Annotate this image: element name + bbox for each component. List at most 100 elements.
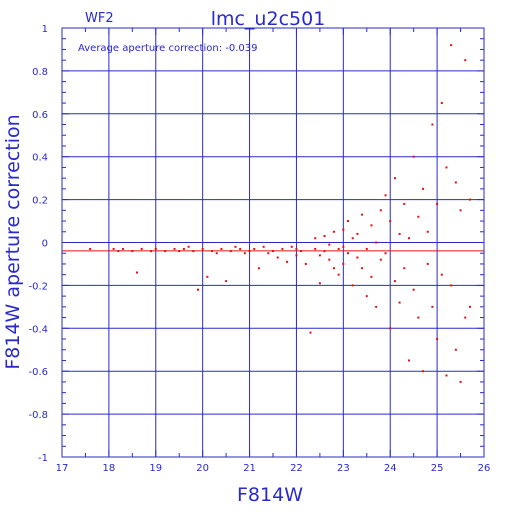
data-point [154, 247, 157, 250]
data-points [89, 44, 471, 383]
data-point [403, 267, 406, 270]
data-point [323, 250, 326, 253]
data-point [300, 250, 303, 253]
data-point [417, 215, 420, 218]
data-point [323, 235, 326, 238]
x-tick-label: 20 [196, 463, 209, 474]
data-point [445, 166, 448, 169]
data-point [389, 220, 392, 223]
data-point [304, 262, 307, 265]
data-point [398, 301, 401, 304]
data-point [248, 250, 251, 253]
data-point [426, 262, 429, 265]
data-point [140, 247, 143, 250]
data-point [314, 237, 317, 240]
data-point [459, 380, 462, 383]
data-point [276, 256, 279, 259]
data-point [309, 331, 312, 334]
y-tick-label: 0.6 [32, 110, 48, 121]
data-point [398, 232, 401, 235]
y-tick-label: 0.4 [32, 153, 48, 164]
x-tick-label: 18 [103, 463, 116, 474]
data-point [215, 252, 218, 255]
data-point [318, 254, 321, 257]
data-point [412, 288, 415, 291]
y-tick-label: -1 [38, 453, 48, 464]
data-point [225, 280, 228, 283]
data-point [328, 243, 331, 246]
data-point [403, 202, 406, 205]
x-axis-label: F814W [237, 484, 303, 506]
data-point [337, 273, 340, 276]
data-point [417, 316, 420, 319]
data-point [450, 284, 453, 287]
data-point [121, 247, 124, 250]
data-point [468, 305, 471, 308]
data-point [468, 198, 471, 201]
data-point [422, 187, 425, 190]
data-point [206, 275, 209, 278]
y-tick-label: -0.6 [28, 367, 48, 378]
x-tick-label: 23 [337, 463, 350, 474]
data-point [431, 123, 434, 126]
y-tick-label: 1 [42, 24, 48, 35]
data-point [253, 247, 256, 250]
data-point [459, 209, 462, 212]
data-point [351, 237, 354, 240]
data-point [379, 258, 382, 261]
data-point [454, 348, 457, 351]
data-point [365, 295, 368, 298]
data-point [318, 282, 321, 285]
data-point [234, 245, 237, 248]
data-point [361, 267, 364, 270]
data-point [445, 374, 448, 377]
data-point [450, 44, 453, 47]
data-point [243, 252, 246, 255]
data-point [365, 247, 368, 250]
data-point [131, 250, 134, 253]
data-point [422, 370, 425, 373]
data-point [192, 250, 195, 253]
x-tick-label: 21 [243, 463, 256, 474]
data-point [436, 202, 439, 205]
data-point [356, 232, 359, 235]
data-point [150, 250, 153, 253]
plot-frame [61, 27, 485, 458]
data-point [370, 224, 373, 227]
data-point [407, 359, 410, 362]
data-point [136, 271, 139, 274]
data-point [464, 59, 467, 62]
data-point [262, 245, 265, 248]
y-tick-label: 0.8 [32, 67, 48, 78]
data-point [164, 250, 167, 253]
data-point [436, 338, 439, 341]
data-point [229, 250, 232, 253]
data-point [117, 250, 120, 253]
data-point [454, 181, 457, 184]
data-point [412, 155, 415, 158]
x-tick-label: 25 [431, 463, 444, 474]
data-point [201, 247, 204, 250]
data-point [384, 252, 387, 255]
data-point [393, 280, 396, 283]
data-point [407, 237, 410, 240]
data-point [342, 245, 345, 248]
y-tick-label: -0.8 [28, 410, 48, 421]
data-point [89, 247, 92, 250]
data-point [426, 230, 429, 233]
data-point [220, 247, 223, 250]
data-point [295, 247, 298, 250]
data-point [464, 316, 467, 319]
data-point [337, 247, 340, 250]
y-tick-label: -0.2 [28, 281, 48, 292]
data-point [440, 102, 443, 105]
data-point [112, 247, 115, 250]
x-tick-label: 24 [384, 463, 397, 474]
data-point [379, 209, 382, 212]
data-point [347, 220, 350, 223]
data-point [384, 194, 387, 197]
data-point [393, 177, 396, 180]
data-point [351, 284, 354, 287]
data-point [328, 258, 331, 261]
